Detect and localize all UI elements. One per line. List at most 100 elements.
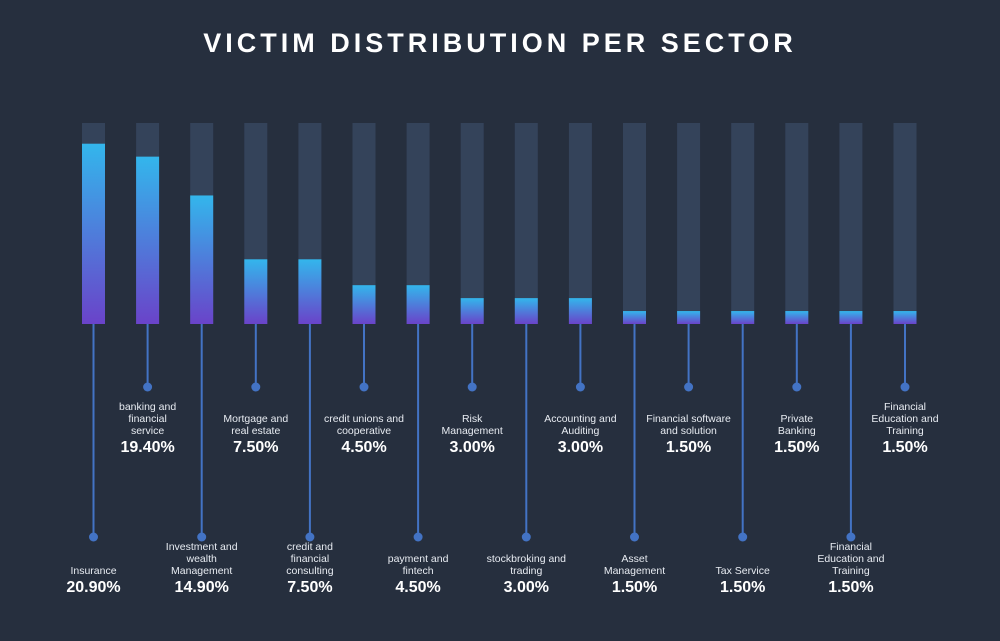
category-label: payment and fintech 4.50% — [363, 553, 473, 597]
category-name: credit unions and — [324, 413, 404, 425]
category-label: Financial software and solution 1.50% — [634, 413, 744, 457]
category-name: and solution — [660, 425, 717, 437]
bar — [839, 311, 863, 324]
category-name: Insurance — [70, 565, 117, 577]
category-label: Financial Education and Training 1.50% — [850, 401, 960, 457]
bar — [136, 156, 160, 324]
category-label: stockbroking and trading 3.00% — [471, 553, 581, 597]
data-label: 4.50% — [341, 439, 387, 456]
data-label: 3.00% — [449, 439, 495, 456]
category-label: Risk Management 3.00% — [417, 413, 527, 457]
data-label: 3.00% — [503, 579, 549, 596]
category-name: Financial — [883, 401, 927, 413]
bar — [406, 285, 430, 324]
bar — [514, 298, 538, 324]
category-name: credit and — [286, 541, 333, 553]
category-name: Education and — [817, 553, 885, 565]
data-label: 14.90% — [174, 579, 229, 596]
chart-title: VICTIM DISTRIBUTION PER SECTOR — [203, 28, 797, 58]
category-name: Management — [441, 425, 503, 437]
data-label: 4.50% — [395, 579, 441, 596]
category-name: Training — [886, 425, 924, 437]
category-name: Tax Service — [715, 565, 770, 577]
category-label: Private Banking 1.50% — [742, 413, 852, 457]
category-label: Asset Management 1.50% — [580, 553, 690, 597]
bar-track — [568, 123, 592, 324]
bar — [677, 311, 701, 324]
category-label: Tax Service 1.50% — [688, 565, 798, 597]
category-name: Management — [603, 565, 666, 577]
category-name: cooperative — [336, 425, 392, 437]
category-label: Accounting and Auditing 3.00% — [525, 413, 635, 457]
connector-dot — [89, 532, 98, 542]
category-name: fintech — [402, 565, 434, 577]
data-label: 1.50% — [828, 579, 874, 596]
bar — [460, 298, 484, 324]
data-label: 1.50% — [774, 439, 820, 456]
data-label: 1.50% — [882, 439, 928, 456]
category-name: financial — [128, 413, 167, 425]
category-name: Training — [832, 565, 870, 577]
category-label: Investment and wealth Management 14.90% — [147, 541, 257, 597]
category-name: Financial software — [646, 413, 731, 425]
data-label: 1.50% — [720, 579, 766, 596]
category-name: Financial — [829, 541, 872, 553]
connector-dot — [900, 382, 910, 392]
connector-dot — [630, 532, 639, 542]
category-label: Financial Education and Training 1.50% — [796, 541, 906, 597]
category-name: Investment and — [165, 541, 238, 553]
data-label: 19.40% — [120, 439, 175, 456]
bar — [623, 311, 646, 324]
category-name: Risk — [461, 413, 483, 425]
connector-dot — [413, 532, 423, 542]
connector-dot — [467, 382, 477, 392]
bar — [82, 143, 105, 324]
bar-track — [406, 123, 430, 324]
connector-dot — [521, 532, 531, 542]
data-label: 7.50% — [233, 439, 279, 456]
category-name: payment and — [387, 553, 449, 565]
connector-dot — [305, 532, 315, 542]
data-label: 1.50% — [611, 579, 658, 596]
bar-track — [785, 123, 809, 324]
category-name: Management — [171, 565, 233, 577]
category-name: consulting — [286, 565, 334, 577]
category-name: real estate — [231, 425, 281, 437]
connector-dot — [846, 532, 856, 542]
bar — [568, 298, 592, 324]
connector-dot — [738, 532, 748, 542]
category-name: stockbroking and — [486, 553, 566, 565]
category-label: credit and financial consulting 7.50% — [255, 541, 365, 597]
connector-dot — [684, 382, 694, 392]
category-name: Auditing — [561, 425, 600, 437]
bar — [244, 259, 268, 324]
bar — [352, 285, 376, 324]
data-label: 7.50% — [287, 579, 333, 596]
connector-dot — [251, 382, 261, 392]
data-label: 20.90% — [66, 579, 121, 596]
category-name: wealth — [186, 553, 217, 565]
bar — [785, 311, 809, 324]
category-label: banking and financial service 19.40% — [93, 401, 203, 457]
connector-dot — [575, 382, 585, 392]
category-name: financial — [290, 553, 330, 565]
connector-dot — [143, 382, 153, 392]
data-label: 3.00% — [557, 439, 604, 456]
category-name: service — [130, 425, 165, 437]
bar — [298, 259, 322, 324]
bar — [190, 195, 214, 324]
connector-dot — [197, 532, 207, 542]
bar-track — [839, 123, 863, 324]
category-name: Private — [780, 413, 814, 425]
category-name: Mortgage and — [223, 413, 289, 425]
category-name: Banking — [777, 425, 816, 437]
category-label: Insurance 20.90% — [39, 565, 149, 597]
category-label: credit unions and cooperative 4.50% — [309, 413, 419, 457]
category-name: Accounting and — [544, 413, 617, 425]
category-name: trading — [510, 565, 543, 577]
category-name: Asset — [621, 553, 648, 565]
bar-track — [731, 123, 755, 324]
bar-track — [460, 123, 484, 324]
